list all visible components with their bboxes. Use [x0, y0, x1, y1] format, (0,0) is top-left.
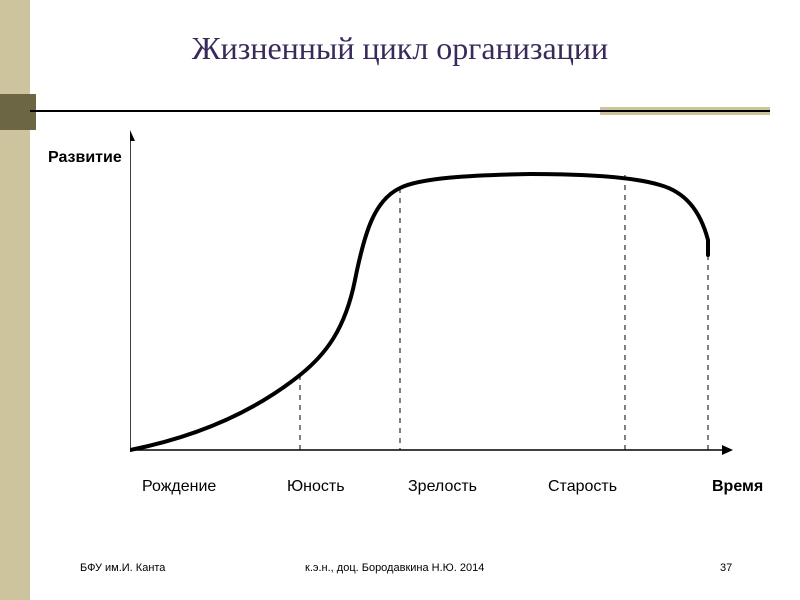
footer-center: к.э.н., доц. Бородавкина Н.Ю. 2014: [305, 562, 484, 574]
chart-svg: [130, 130, 740, 470]
sidebar-background: [0, 0, 30, 600]
slide-root: Жизненный цикл организации Развитие Рожд…: [0, 0, 800, 600]
footer-right: 37: [720, 562, 732, 574]
slide-title: Жизненный цикл организации: [120, 30, 680, 67]
footer-left: БФУ им.И. Канта: [80, 562, 165, 574]
stage-label: Зрелость: [408, 478, 477, 496]
lifecycle-curve: [130, 174, 708, 450]
stage-dividers: [300, 175, 708, 450]
divider-line: [30, 110, 770, 112]
sidebar-square-marker: [0, 94, 36, 130]
stage-label: Старость: [548, 478, 617, 496]
y-axis-label: Развитие: [48, 149, 122, 167]
stage-label: Юность: [287, 478, 345, 496]
stage-label: Рождение: [142, 478, 216, 496]
lifecycle-chart: [130, 130, 740, 470]
x-axis-label: Время: [712, 478, 763, 496]
